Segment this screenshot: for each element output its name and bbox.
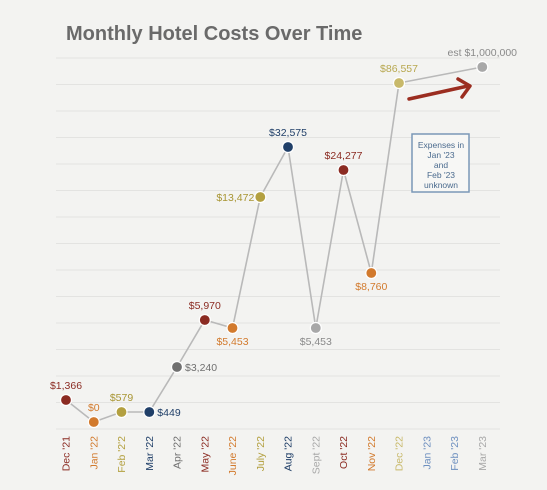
x-tick-label: Mar '23	[477, 436, 489, 471]
x-tick-label: Nov '22	[366, 436, 378, 471]
data-point	[170, 360, 184, 374]
data-label: $3,240	[185, 362, 217, 374]
data-point	[392, 76, 406, 90]
data-labels: $1,366 $0 $579 $449 $3,240 $5,970 $5,453 $13,47…	[50, 47, 517, 419]
data-label: $579	[110, 392, 134, 404]
data-label: $86,557	[380, 63, 418, 75]
series-line	[65, 66, 483, 423]
x-tick-label: Dec '21	[61, 436, 73, 471]
x-tick-label: Oct '22	[338, 436, 350, 469]
grid	[56, 57, 500, 430]
data-point	[476, 60, 489, 74]
data-point	[59, 393, 73, 407]
annotation-line-3: and	[434, 160, 448, 170]
x-tick-label: Feb '23	[449, 436, 461, 471]
trend-arrow	[407, 77, 472, 101]
data-label: $24,277	[325, 150, 363, 162]
data-point	[337, 163, 350, 177]
data-points	[59, 60, 489, 429]
annotation-frame	[411, 133, 470, 193]
data-point	[226, 321, 239, 335]
data-label: $13,472	[216, 192, 254, 204]
data-point	[115, 405, 128, 419]
data-point	[309, 321, 322, 335]
x-tick-label: Sept '22	[310, 436, 322, 474]
data-point	[87, 415, 100, 429]
x-tick-label: Mar '22	[144, 436, 156, 471]
x-tick-label: Jan '23	[421, 436, 433, 470]
data-label: $0	[88, 402, 100, 414]
annotation-line-5: unknown	[424, 180, 458, 190]
chart-title: Monthly Hotel Costs Over Time	[66, 23, 362, 45]
data-point	[198, 313, 211, 327]
x-tick-label: June '22	[227, 436, 239, 476]
trend-arrow-shaft	[407, 84, 470, 101]
x-tick-label: Feb '2'2	[116, 436, 128, 473]
data-label: $5,453	[300, 336, 332, 348]
x-tick-label: Aug '22	[283, 436, 295, 471]
x-tick-label: Apr '22	[172, 436, 184, 469]
trend-arrow-head	[456, 77, 472, 99]
x-tick-label: Jan '22	[88, 436, 100, 470]
x-tick-label: May '22	[199, 436, 211, 473]
annotation-box: Expenses in Jan '23 and Feb '23 unknown	[411, 133, 470, 193]
data-label: $8,760	[355, 281, 387, 293]
x-axis-ticks: Dec '21 Jan '22 Feb '2'2 Mar '22 Apr '22 May …	[61, 436, 489, 476]
x-tick-label: July '22	[255, 436, 267, 471]
data-label: $5,453	[216, 336, 248, 348]
annotation-line-4: Feb '23	[427, 170, 455, 180]
data-point	[254, 190, 267, 204]
annotation-line-1: Expenses in	[418, 140, 465, 150]
annotation-line-2: Jan '23	[427, 150, 454, 160]
data-point	[143, 405, 156, 419]
data-label: $449	[157, 407, 181, 419]
data-label: $5,970	[189, 300, 221, 312]
data-label: $32,575	[269, 127, 307, 139]
data-label: est $1,000,000	[448, 47, 518, 59]
data-label: $1,366	[50, 380, 82, 392]
data-point	[365, 266, 378, 280]
x-tick-label: Dec '22	[394, 436, 406, 471]
data-point	[281, 140, 295, 154]
